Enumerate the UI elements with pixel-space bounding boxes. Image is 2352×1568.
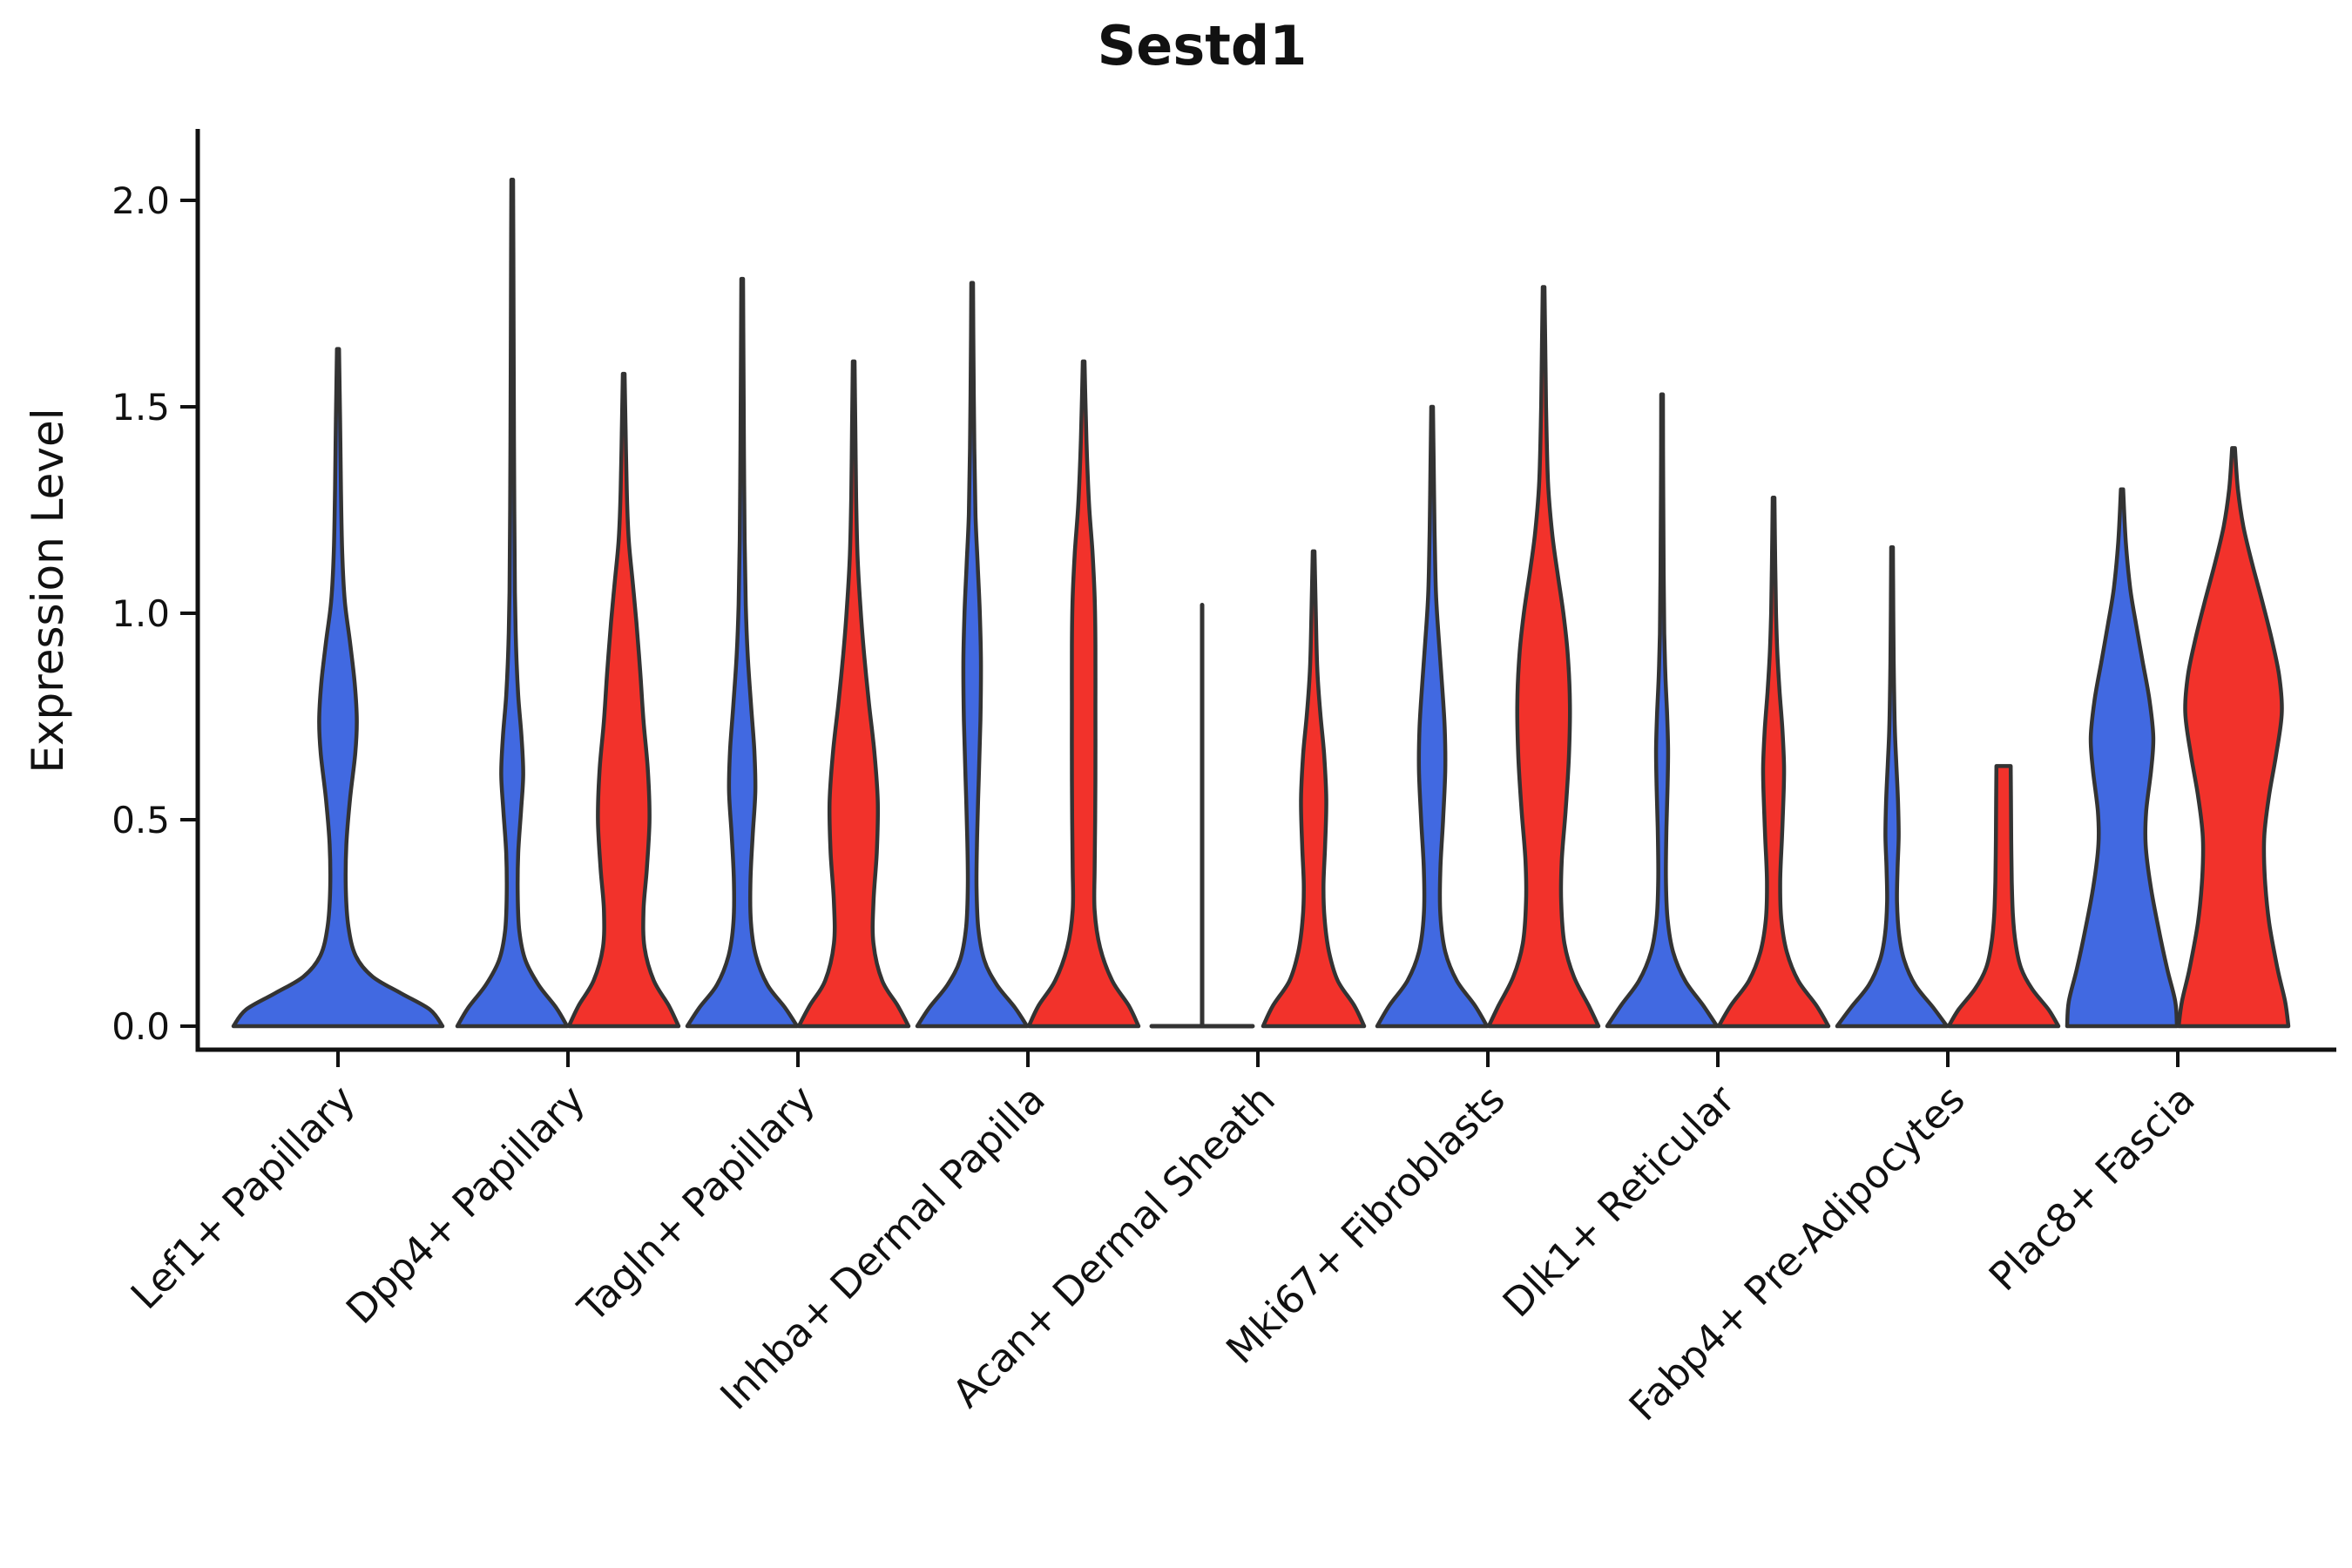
y-tick-label: 1.5 — [112, 386, 170, 429]
y-tick-label: 0.0 — [112, 1005, 170, 1048]
x-tick-label: Lef1+ Papillary — [122, 1076, 364, 1318]
violin-lef1-papillary-blue — [231, 347, 445, 1029]
violin-dlk1-reticular-red — [1716, 496, 1831, 1029]
violin-inhba-dermal-papilla-red — [1026, 359, 1141, 1029]
violin-fabp4-pre-adipocytes-red — [1946, 764, 2061, 1029]
violin-dpp4-papillary-red — [566, 371, 681, 1029]
violin-mki67-fibroblasts-blue — [1375, 404, 1490, 1029]
y-tick-label: 1.0 — [112, 592, 170, 635]
violin-plac8-fascia-blue — [2065, 487, 2180, 1029]
chart-title: Sestd1 — [1098, 14, 1308, 78]
violin-plac8-fascia-red — [2176, 446, 2291, 1029]
x-tick-label: Dpp4+ Papillary — [337, 1076, 594, 1333]
violin-fabp4-pre-adipocytes-blue — [1835, 544, 1950, 1029]
y-axis-label: Expression Level — [23, 408, 73, 773]
violin-acan-dermal-sheath-red — [1260, 549, 1367, 1029]
x-tick-label: Tagln+ Papillary — [569, 1076, 824, 1331]
x-tick-label: Plac8+ Fascia — [1980, 1076, 2204, 1300]
violin-tagln-papillary-red — [796, 359, 911, 1029]
violin-acan-dermal-sheath-blue — [1149, 603, 1255, 1029]
x-tick-label: Dlk1+ Reticular — [1494, 1076, 1744, 1326]
violin-dlk1-reticular-blue — [1605, 392, 1720, 1029]
violin-dpp4-papillary-blue — [455, 178, 570, 1029]
y-tick-label: 2.0 — [112, 179, 170, 222]
violin-mki67-fibroblasts-red — [1486, 285, 1601, 1029]
y-tick-label: 0.5 — [112, 799, 170, 841]
violin-inhba-dermal-papilla-blue — [915, 280, 1030, 1029]
violin-tagln-papillary-blue — [685, 276, 800, 1029]
violins-layer — [231, 178, 2291, 1029]
